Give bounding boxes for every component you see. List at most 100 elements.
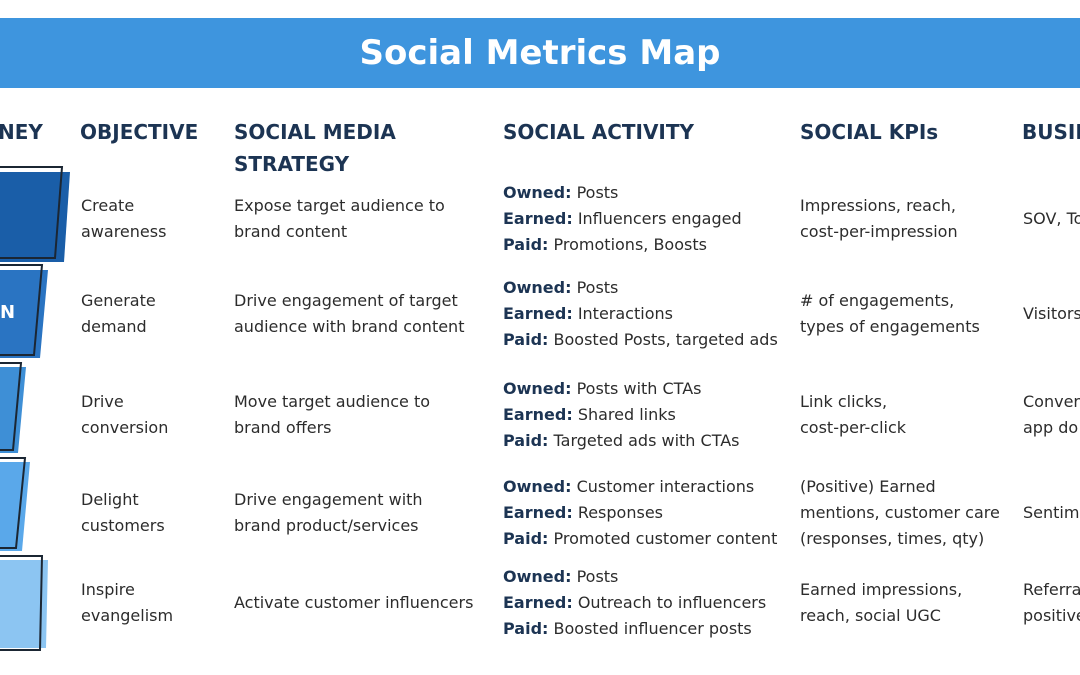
strategy-cell: Move target audience to brand offers [234, 389, 430, 441]
activity-cell: Owned: Posts Earned: Influencers engaged P… [503, 180, 742, 258]
strategy-line: audience with brand content [234, 317, 465, 336]
kpis-line: reach, social UGC [800, 606, 941, 625]
activity-line: Owned: Posts [503, 564, 766, 590]
title-bar: Social Metrics Map [0, 18, 1080, 88]
header: SOCIAL KPIs [800, 120, 939, 144]
header-line: STRATEGY [234, 152, 350, 176]
strategy-line: Expose target audience to [234, 196, 445, 215]
business-cell: Conver app do [1023, 389, 1080, 441]
activity-text: Posts [576, 278, 619, 297]
activity-label: Paid: [503, 235, 549, 254]
business-line: Visitors [1023, 304, 1080, 323]
strategy-line: brand content [234, 222, 348, 241]
objective-cell: Create awareness [81, 193, 166, 245]
activity-line: Earned: Outreach to influencers [503, 590, 766, 616]
activity-text: Posts [576, 183, 619, 202]
activity-text: Boosted influencer posts [553, 619, 752, 638]
activity-text: Customer interactions [576, 477, 755, 496]
activity-text: Posts [576, 567, 619, 586]
business-line: positive [1023, 606, 1080, 625]
funnel-outline [0, 264, 44, 356]
activity-line: Earned: Responses [503, 500, 777, 526]
activity-line: Paid: Boosted Posts, targeted ads [503, 327, 778, 353]
header: OBJECTIVE [80, 120, 199, 144]
activity-label: Paid: [503, 431, 549, 450]
objective-line: Generate [81, 291, 156, 310]
strategy-line: brand product/services [234, 516, 419, 535]
funnel-segment [0, 462, 30, 551]
objective-line: awareness [81, 222, 167, 241]
strategy-cell: Drive engagement with brand product/servi… [234, 487, 423, 539]
business-line: Sentim [1023, 503, 1080, 522]
objective-line: customers [81, 516, 165, 535]
funnel: N [0, 166, 70, 651]
activity-cell: Owned: Posts with CTAs Earned: Shared lin… [503, 376, 740, 454]
kpis-line: Impressions, reach, [800, 196, 956, 215]
activity-text: Boosted Posts, targeted ads [553, 330, 778, 349]
header-line: SOCIAL MEDIA [234, 120, 396, 144]
activity-cell: Owned: Posts Earned: Interactions Paid: Bo… [503, 275, 778, 353]
activity-cell: Owned: Posts Earned: Outreach to influenc… [503, 564, 766, 642]
strategy-line: Activate customer influencers [234, 593, 474, 612]
activity-text: Outreach to influencers [577, 593, 767, 612]
objective-line: Create [81, 196, 135, 215]
header: SOCIAL ACTIVITY [503, 120, 694, 144]
kpis-cell: # of engagements, types of engagements [800, 288, 980, 340]
activity-text: Shared links [577, 405, 676, 424]
objective-line: evangelism [81, 606, 174, 625]
strategy-cell: Activate customer influencers [234, 590, 473, 616]
strategy-line: Move target audience to [234, 392, 431, 411]
activity-label: Owned: [503, 379, 572, 398]
activity-label: Earned: [503, 209, 573, 228]
objective-line: Inspire [81, 580, 135, 599]
kpis-cell: (Positive) Earned mentions, customer care… [800, 474, 1000, 552]
strategy-cell: Drive engagement of target audience with … [234, 288, 464, 340]
funnel-label: N [0, 302, 15, 323]
objective-cell: Generate demand [81, 288, 156, 340]
title: Social Metrics Map [359, 33, 721, 73]
strategy-line: Drive engagement of target [234, 291, 458, 310]
objective-line: Delight [81, 490, 139, 509]
funnel-outline [0, 555, 44, 651]
activity-label: Paid: [503, 529, 549, 548]
activity-label: Owned: [503, 477, 572, 496]
kpis-line: (Positive) Earned [800, 477, 936, 496]
activity-text: Influencers engaged [577, 209, 742, 228]
activity-label: Owned: [503, 183, 572, 202]
activity-line: Paid: Targeted ads with CTAs [503, 428, 740, 454]
activity-text: Responses [577, 503, 663, 522]
kpis-cell: Link clicks, cost-per-click [800, 389, 906, 441]
activity-line: Earned: Influencers engaged [503, 206, 742, 232]
activity-text: Promoted customer content [553, 529, 778, 548]
activity-label: Earned: [503, 405, 573, 424]
header: SOCIAL MEDIA STRATEGY [234, 116, 396, 180]
activity-label: Owned: [503, 567, 572, 586]
funnel-outline [0, 166, 64, 259]
activity-line: Paid: Promotions, Boosts [503, 232, 742, 258]
kpis-line: cost-per-click [800, 418, 907, 437]
business-line: Referra [1023, 580, 1080, 599]
kpis-line: Earned impressions, [800, 580, 963, 599]
strategy-cell: Expose target audience to brand content [234, 193, 445, 245]
activity-label: Paid: [503, 619, 549, 638]
business-cell: Referra positive [1023, 577, 1080, 629]
business-cell: SOV, To [1023, 206, 1080, 232]
activity-line: Earned: Interactions [503, 301, 778, 327]
activity-label: Earned: [503, 593, 573, 612]
activity-label: Earned: [503, 503, 573, 522]
objective-line: conversion [81, 418, 169, 437]
objective-cell: Delight customers [81, 487, 165, 539]
kpis-line: (responses, times, qty) [800, 529, 985, 548]
activity-line: Paid: Boosted influencer posts [503, 616, 766, 642]
objective-line: demand [81, 317, 147, 336]
activity-text: Promotions, Boosts [553, 235, 707, 254]
funnel-outline [0, 362, 23, 451]
funnel-segment [0, 172, 70, 262]
header: NEY [0, 120, 43, 144]
activity-line: Paid: Promoted customer content [503, 526, 777, 552]
objective-line: Drive [81, 392, 124, 411]
funnel-outline [0, 457, 27, 549]
activity-text: Interactions [577, 304, 673, 323]
business-line: Conver [1023, 392, 1080, 411]
